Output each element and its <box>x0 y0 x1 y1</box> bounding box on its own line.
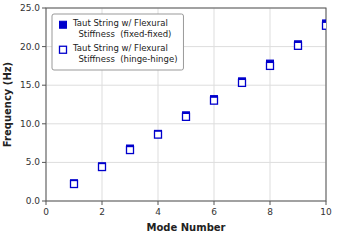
x-tick <box>326 201 327 205</box>
x-tick-label: 4 <box>155 207 161 217</box>
point <box>99 163 106 170</box>
point <box>127 147 134 154</box>
legend: Taut String w/ Flexural Stiffness (fixed… <box>52 14 183 70</box>
y-tick-label: 10.0 <box>20 119 40 129</box>
y-tick-label: 0.0 <box>26 196 41 206</box>
x-tick <box>270 201 271 205</box>
y-tick <box>42 162 46 163</box>
legend-label: Taut String w/ Flexural Stiffness (fixed… <box>72 18 171 38</box>
y-tick-label: 5.0 <box>26 157 41 167</box>
points <box>71 20 327 188</box>
point <box>155 130 162 137</box>
plot-background <box>46 8 326 201</box>
x-axis-label: Mode Number <box>146 222 225 233</box>
point <box>267 62 274 69</box>
point <box>71 180 78 187</box>
y-grid-line <box>46 85 326 86</box>
y-axis-label: Frequency (Hz) <box>2 62 13 147</box>
plot-frame <box>46 8 326 201</box>
point <box>239 79 246 86</box>
chart: 0 2 4 6 8 10 0.0 5.0 10.0 15.0 20.0 25.0 Mode Number… <box>0 0 338 237</box>
y-tick <box>42 85 46 86</box>
axes: 0 2 4 6 8 10 0.0 5.0 10.0 15.0 20.0 25.0 <box>20 3 332 217</box>
point <box>323 22 327 29</box>
y-tick-label: 15.0 <box>20 80 40 90</box>
series <box>71 22 327 187</box>
point <box>99 164 106 171</box>
y-tick-label: 20.0 <box>20 42 40 52</box>
x-tick-label: 10 <box>320 207 332 217</box>
legend-marker <box>60 46 67 53</box>
legend-box <box>52 14 183 70</box>
x-tick-label: 6 <box>211 207 217 217</box>
x-grid-line <box>270 8 271 201</box>
y-grid-line <box>46 162 326 163</box>
y-tick <box>42 201 46 202</box>
x-tick <box>102 201 103 205</box>
y-tick-label: 25.0 <box>20 3 40 13</box>
point <box>295 42 302 49</box>
x-tick <box>158 201 159 205</box>
x-tick-label: 0 <box>43 207 49 217</box>
y-tick <box>42 123 46 124</box>
point <box>183 113 190 120</box>
x-tick-label: 2 <box>99 207 105 217</box>
y-tick <box>42 46 46 47</box>
point <box>211 97 218 104</box>
x-tick-label: 8 <box>267 207 273 217</box>
legend-label: Taut String w/ Flexural Stiffness (hinge… <box>72 43 177 64</box>
y-tick <box>42 8 46 9</box>
point <box>155 131 162 138</box>
y-grid-line <box>46 123 326 124</box>
x-tick <box>46 201 47 205</box>
grid <box>46 8 326 201</box>
x-tick <box>214 201 215 205</box>
legend-marker <box>60 21 67 28</box>
point <box>71 181 78 188</box>
series <box>71 20 327 187</box>
